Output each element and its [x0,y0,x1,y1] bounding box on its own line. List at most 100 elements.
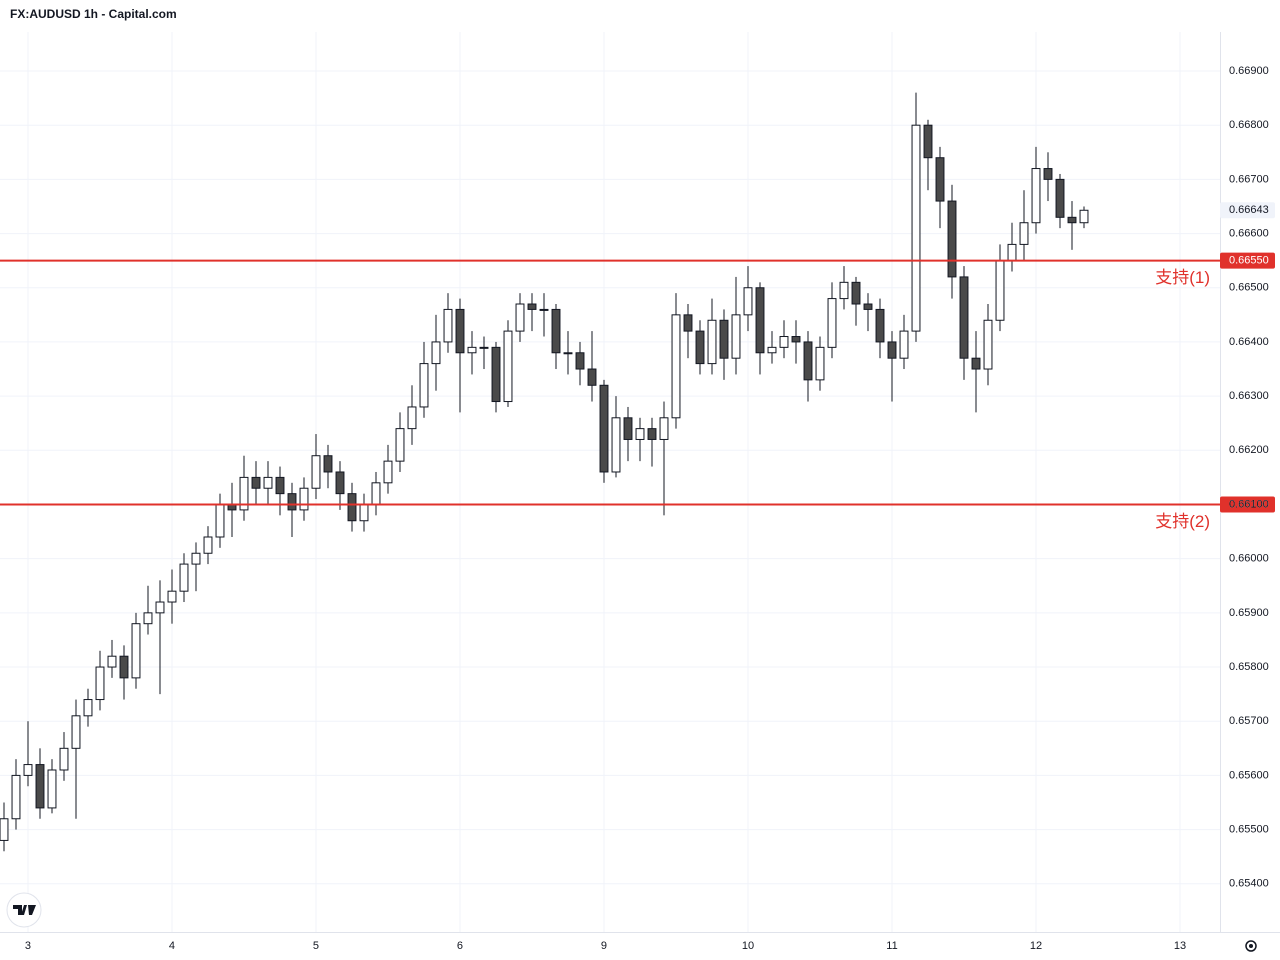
candle-body [455,308,465,354]
candle-body [515,303,525,332]
candle-body [419,363,429,408]
candle-body [323,455,333,473]
candle [635,417,645,462]
overlays: 0.66550 支持(1) 0.66100 支持(2) 0.66643 [0,202,1275,531]
candle-body [635,428,645,440]
candle-body [491,346,501,403]
x-tick-label: 10 [742,940,754,952]
candle-body [899,330,909,359]
candle-body [371,482,381,505]
candle-body [671,314,681,419]
candle [779,320,789,359]
candle-body [179,563,189,592]
candle [287,482,297,537]
candle-body [251,476,261,489]
candle-body [875,308,885,343]
candle-body [971,357,981,370]
candle [275,466,285,516]
candle [647,417,657,467]
y-tick-label: 0.65600 [1229,769,1269,781]
candle [155,580,165,695]
candle [887,331,897,402]
candle-body [851,281,861,305]
y-tick-label: 0.66500 [1229,282,1269,294]
candle [1055,173,1065,229]
candle [0,802,9,852]
y-tick-label: 0.66800 [1229,119,1269,131]
candle [11,759,21,830]
candle-body [1055,178,1065,218]
candle-body [767,346,777,354]
candle [563,331,573,375]
candle-body [959,276,969,359]
candle [851,276,861,326]
candle-body [839,281,849,300]
x-tick-label: 9 [601,940,607,952]
support-annotation: 支持(2) [1155,512,1210,531]
candle [575,341,585,386]
candle-body [1079,209,1089,224]
candle [347,482,357,532]
x-tick-label: 6 [457,940,463,952]
candles [0,92,1089,852]
candle-body [539,308,549,311]
candle [587,331,597,402]
candle [551,304,561,370]
candle [839,266,849,310]
candle [419,341,429,418]
candle [263,461,273,505]
candle-body [83,699,93,717]
candle [683,304,693,359]
x-tick-label: 11 [886,940,897,952]
candle [755,282,765,375]
candle [527,293,537,332]
price-badge-label: 0.66550 [1229,255,1269,267]
y-tick-label: 0.65900 [1229,607,1269,619]
candle-body [743,287,753,316]
settings-icon[interactable] [1245,940,1257,952]
candle-body [947,200,957,278]
candle-body [611,417,621,473]
candle [1019,190,1029,261]
tradingview-logo [6,892,42,928]
candle-body [599,384,609,473]
candle-body [311,455,321,489]
y-tick-label: 0.65400 [1229,878,1269,890]
candle-body [467,346,477,354]
candle-body [815,346,825,381]
candle-body [551,308,561,354]
candle [431,314,441,391]
candle-body [107,655,117,668]
candle [671,293,681,429]
price-badge-label: 0.66100 [1229,498,1269,510]
candle [59,732,69,781]
candle-body [359,503,369,522]
candle [515,293,525,342]
candle-body [71,715,81,749]
chart-title: FX:AUDUSD 1h - Capital.com [10,7,177,21]
candle [167,569,177,624]
y-tick-label: 0.65800 [1229,661,1269,673]
last-price-label: 0.66643 [1229,204,1269,216]
x-tick-label: 12 [1030,940,1042,952]
candle [143,585,153,635]
candle [827,282,837,359]
candle [983,304,993,386]
candle [203,526,213,565]
candle-body [239,476,249,511]
candle [875,298,885,359]
candle [863,293,873,332]
candle-body [503,330,513,403]
candle-body [1007,243,1017,262]
candle [35,748,45,819]
candle-body [407,406,417,430]
candle [467,331,477,375]
candle-body [647,428,657,440]
candle [899,314,909,370]
support-annotation: 支持(1) [1155,268,1210,287]
candle [935,146,945,229]
candle [491,341,501,413]
candle-body [731,314,741,359]
candle-body [59,747,69,771]
